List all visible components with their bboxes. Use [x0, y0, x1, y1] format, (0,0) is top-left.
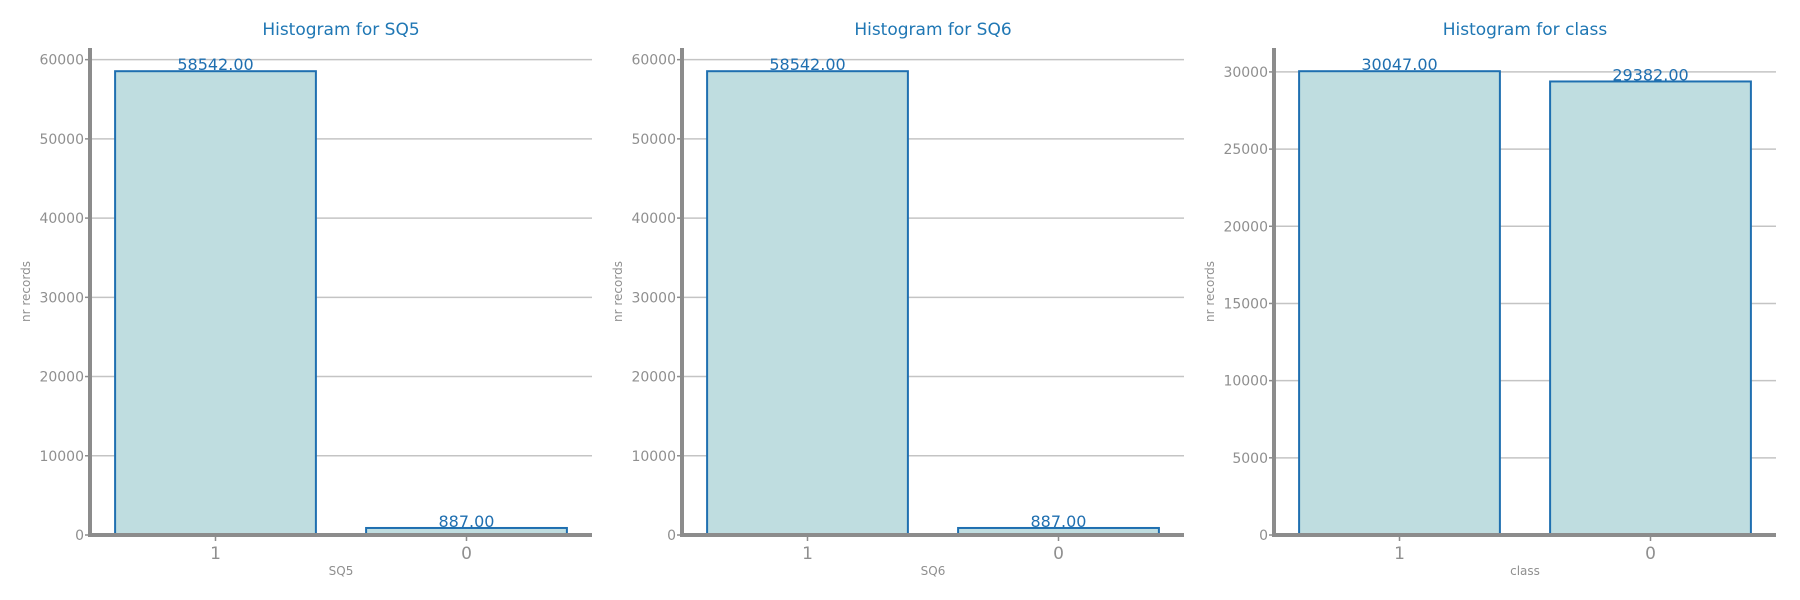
y-tick-label: 50000: [631, 132, 676, 148]
y-tick-label: 0: [75, 528, 84, 544]
x-tick-label: 0: [1645, 544, 1656, 564]
x-axis-title: SQ5: [329, 564, 354, 578]
x-tick-label: 1: [210, 544, 221, 564]
y-tick-label: 0: [667, 528, 676, 544]
chart-title: Histogram for class: [1443, 20, 1608, 40]
chart-panel-3: 0 5000 10000 15000 20000 25000 30000 30047.00 1 2…: [1203, 20, 1776, 578]
y-tick-label: 0: [1259, 528, 1268, 544]
bar-0: [1549, 80, 1752, 537]
x-tick-label: 0: [1053, 544, 1064, 564]
x-tick-label: 1: [802, 544, 813, 564]
y-tick-label: 10000: [39, 449, 84, 465]
bar-value-label: 29382.00: [1612, 65, 1688, 84]
bar-value-label: 58542.00: [177, 55, 253, 74]
y-tick-label: 60000: [631, 53, 676, 69]
chart-panel-2: 0 10000 20000 30000 40000 50000 60000 58542.00 1…: [611, 20, 1184, 578]
y-tick-label: 30000: [631, 290, 676, 306]
bar-1: [114, 70, 317, 536]
bar-value-label: 58542.00: [769, 55, 845, 74]
y-tick-label: 20000: [631, 370, 676, 386]
y-axis-title: nr records: [1203, 261, 1217, 322]
bar-1: [1298, 70, 1501, 536]
y-axis-title: nr records: [19, 261, 33, 322]
chart-title: Histogram for SQ5: [262, 20, 419, 40]
x-tick-label: 0: [461, 544, 472, 564]
bar-1: [706, 70, 909, 536]
y-tick-label: 15000: [1223, 296, 1268, 312]
y-tick-label: 30000: [39, 290, 84, 306]
y-tick-label: 50000: [39, 132, 84, 148]
y-axis-title: nr records: [611, 261, 625, 322]
bar-value-label: 30047.00: [1361, 55, 1437, 74]
y-tick-label: 25000: [1223, 142, 1268, 158]
chart-title: Histogram for SQ6: [854, 20, 1011, 40]
bar-value-label: 887.00: [1031, 512, 1087, 531]
y-tick-label: 60000: [39, 53, 84, 69]
bar-value-label: 887.00: [439, 512, 495, 531]
y-tick-label: 20000: [39, 370, 84, 386]
y-tick-label: 10000: [1223, 374, 1268, 390]
y-tick-label: 40000: [39, 211, 84, 227]
y-tick-label: 5000: [1232, 451, 1268, 467]
x-tick-label: 1: [1394, 544, 1405, 564]
chart-panel-1: 0 10000 20000 30000 40000 50000 60000 58542.00 1…: [19, 20, 592, 578]
y-tick-label: 30000: [1223, 65, 1268, 81]
y-tick-label: 40000: [631, 211, 676, 227]
x-axis-title: SQ6: [921, 564, 946, 578]
x-axis-title: class: [1510, 564, 1540, 578]
y-tick-label: 20000: [1223, 219, 1268, 235]
y-tick-label: 10000: [631, 449, 676, 465]
